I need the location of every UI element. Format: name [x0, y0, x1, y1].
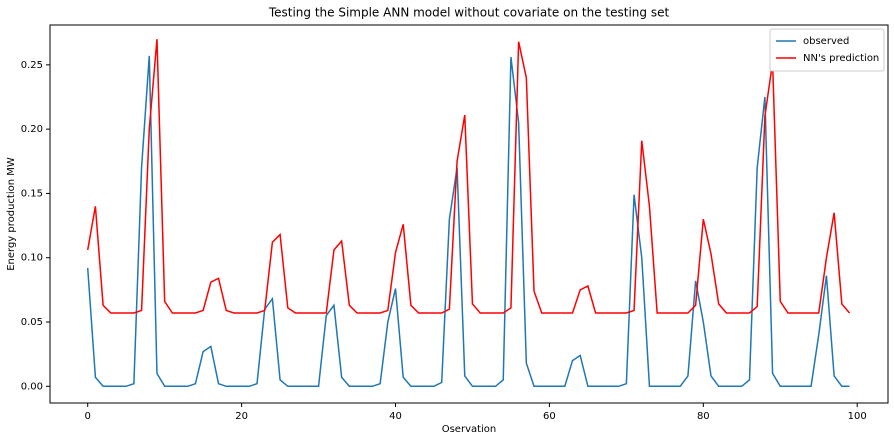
x-tick-label: 100	[848, 411, 867, 422]
legend-label: observed	[803, 36, 849, 47]
y-tick-label: 0.25	[21, 60, 43, 71]
y-tick-label: 0.15	[21, 188, 43, 199]
x-axis-label: Oservation	[442, 424, 497, 435]
y-axis-label: Energy production MW	[6, 157, 17, 271]
legend-label: NN's prediction	[803, 53, 879, 64]
series-line	[86, 55, 850, 388]
y-tick-label: 0.10	[21, 253, 43, 264]
plot-frame	[49, 24, 889, 404]
y-tick-label: 0.00	[21, 381, 43, 392]
chart-title: Testing the Simple ANN model without cov…	[268, 6, 670, 20]
x-tick-label: 40	[389, 411, 402, 422]
series-line	[86, 39, 851, 314]
y-tick-label: 0.20	[21, 124, 43, 135]
x-tick-label: 0	[85, 411, 91, 422]
legend-box	[769, 28, 885, 72]
y-tick-label: 0.05	[21, 317, 43, 328]
x-tick-label: 60	[543, 411, 556, 422]
x-tick-label: 80	[697, 411, 710, 422]
x-tick-label: 20	[235, 411, 248, 422]
